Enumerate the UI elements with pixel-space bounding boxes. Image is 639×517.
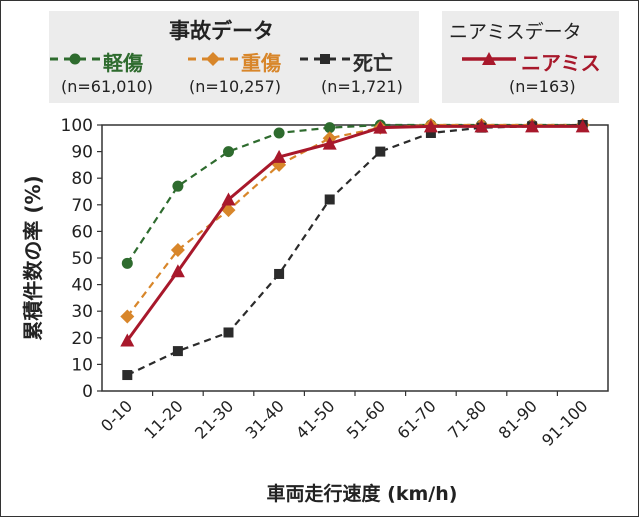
legend-n-serious-injury: (n=10,257) [189,77,282,96]
data-point [474,119,489,133]
series-line-0 [126,123,583,264]
y-tick-label: 90 [71,143,93,163]
series-line-1 [126,123,583,318]
data-point [120,309,135,324]
data-point [172,346,183,357]
y-tick-label: 60 [71,222,93,242]
data-point [172,180,184,192]
data-point [223,327,234,338]
x-tick-label: 41-50 [292,396,338,442]
legend-label-minor-injury: 軽傷 [103,51,143,75]
data-point [324,122,336,134]
y-tick-label: 10 [71,355,93,375]
legend-n-fatal: (n=1,721) [321,77,403,96]
y-tick-label: 0 [82,382,93,402]
y-tick-label: 40 [71,276,93,296]
y-tick-label: 50 [71,249,93,269]
data-point [274,268,285,279]
series-line-2 [126,123,583,377]
x-tick-label: 21-30 [191,396,237,442]
y-tick-label: 70 [71,196,93,216]
data-point [122,370,133,381]
legend-swatch-marker [482,52,496,65]
legend-nearmiss [442,11,619,103]
x-tick-label: 31-40 [242,396,288,442]
legend-label-fatal: 死亡 [353,51,393,75]
x-tick-label: 51-60 [343,396,389,442]
x-tick-label: 61-70 [393,396,439,442]
x-tick-label: 11-20 [140,396,186,442]
data-point [170,243,185,258]
legend-n-minor-injury: (n=61,010) [61,77,154,96]
data-point [375,146,386,157]
legend-swatch-marker [69,53,81,65]
x-tick-label: 81-90 [495,396,541,442]
y-tick-label: 100 [61,116,93,136]
legend-swatch-marker [320,54,330,64]
data-point [120,333,135,347]
data-point [273,127,285,139]
y-tick-label: 80 [71,169,93,189]
legend-n-nearmiss: (n=163) [509,77,576,96]
x-tick-label: 91-100 [538,396,592,450]
data-point [170,264,185,278]
y-tick-label: 20 [71,329,93,349]
y-axis-label: 累積件数の率 (%) [21,175,45,340]
series-line-3 [126,124,583,342]
data-point [324,194,335,205]
legend-accident [49,11,419,103]
legend-swatch-marker [206,52,220,66]
x-axis-label: 車両走行速度 (km/h) [267,482,458,505]
x-tick-label: 71-80 [444,396,490,442]
data-point [373,120,388,134]
legend-nearmiss-title: ニアミスデータ [449,21,582,43]
data-point [272,149,287,163]
data-point [221,192,236,206]
data-point [223,146,234,158]
data-point [423,119,438,133]
legend-label-serious-injury: 重傷 [241,51,281,75]
y-tick-label: 30 [71,302,93,322]
data-point [121,257,133,269]
data-point [525,119,540,133]
legend-label-nearmiss: ニアミス [521,51,601,75]
legend-accident-title: 事故データ [169,19,274,43]
data-point [575,119,590,133]
data-point [322,136,337,150]
x-tick-label: 0-10 [97,396,136,435]
data-point [425,127,436,138]
